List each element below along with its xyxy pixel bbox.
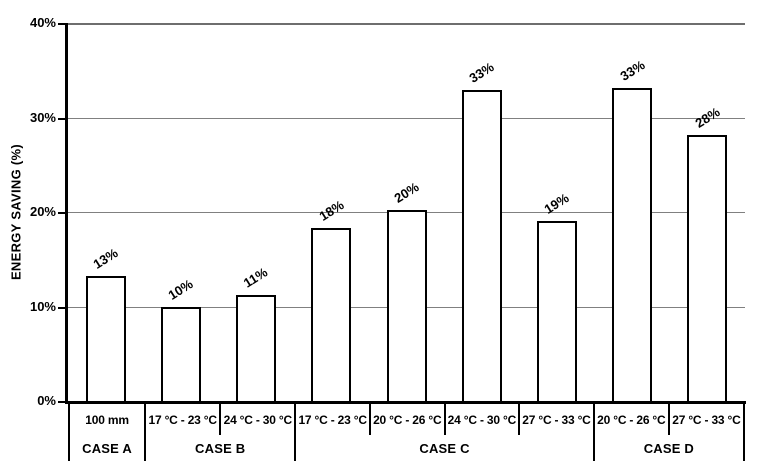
category-label: 20 °C - 26 °C [595, 404, 670, 435]
gridline-40 [68, 23, 745, 25]
category-label: 27 °C - 33 °C [522, 412, 591, 427]
y-axis-tick [58, 23, 65, 25]
y-axis-tick [58, 212, 65, 214]
category-label: 24 °C - 30 °C [223, 412, 293, 427]
bar-24°C-30°C [236, 295, 276, 401]
category-row: 17 °C - 23 °C 20 °C - 26 °C 24 °C - 30 °C 2… [296, 404, 592, 435]
category-row: 17 °C - 23 °C 24 °C - 30 °C [146, 404, 294, 435]
x-axis-line [65, 401, 746, 404]
case-label: CASE C [419, 440, 470, 456]
bar-27°C-33°C [537, 221, 577, 401]
category-label: 27 °C - 33 °C [672, 412, 741, 427]
case-label: CASE B [195, 440, 246, 456]
y-tick-label: 30% [29, 110, 56, 125]
bar-100mm [86, 276, 126, 401]
category-row: 20 °C - 26 °C 27 °C - 33 °C [595, 404, 743, 435]
bar-24°C-30°C [462, 90, 502, 401]
y-tick-label: 0% [37, 393, 56, 408]
category-label: 20 °C - 26 °C [371, 404, 446, 435]
case-label: CASE D [643, 440, 695, 456]
gridline-30 [68, 118, 745, 119]
category-label: 100 mm [85, 412, 129, 427]
category-label: 24 °C - 30 °C [446, 404, 521, 435]
case-group-case-d: 20 °C - 26 °C 27 °C - 33 °C CASE D [592, 404, 745, 461]
y-tick-label: 10% [29, 299, 56, 314]
category-label: 17 °C - 23 °C [296, 404, 371, 435]
case-group-case-c: 17 °C - 23 °C 20 °C - 26 °C 24 °C - 30 °C 2… [294, 404, 592, 461]
y-axis-tick [58, 401, 65, 403]
category-row: 100 mm [70, 404, 144, 435]
bar-17°C-23°C [311, 228, 351, 401]
bar-27°C-33°C [687, 135, 727, 401]
case-label: CASE A [82, 440, 132, 456]
plot-area: 13% 10% 11% 18% 20% 33% 19% 33% 28% [68, 23, 745, 401]
y-axis-tick [58, 307, 65, 309]
y-axis-tick [58, 118, 65, 120]
bar-17°C-23°C [161, 307, 201, 401]
bar-20°C-26°C [387, 210, 427, 401]
case-group-case-a: 100 mm CASE A [68, 404, 144, 461]
y-axis-line [65, 23, 68, 404]
category-label: 17 °C - 23 °C [146, 404, 222, 435]
x-axis-category-area: 100 mm CASE A 17 °C - 23 °C 24 °C - 30 °C CA… [68, 404, 745, 461]
y-tick-label: 40% [29, 15, 56, 30]
y-tick-label: 20% [29, 204, 56, 219]
case-group-case-b: 17 °C - 23 °C 24 °C - 30 °C CASE B [144, 404, 294, 461]
bar-20°C-26°C [612, 88, 652, 401]
